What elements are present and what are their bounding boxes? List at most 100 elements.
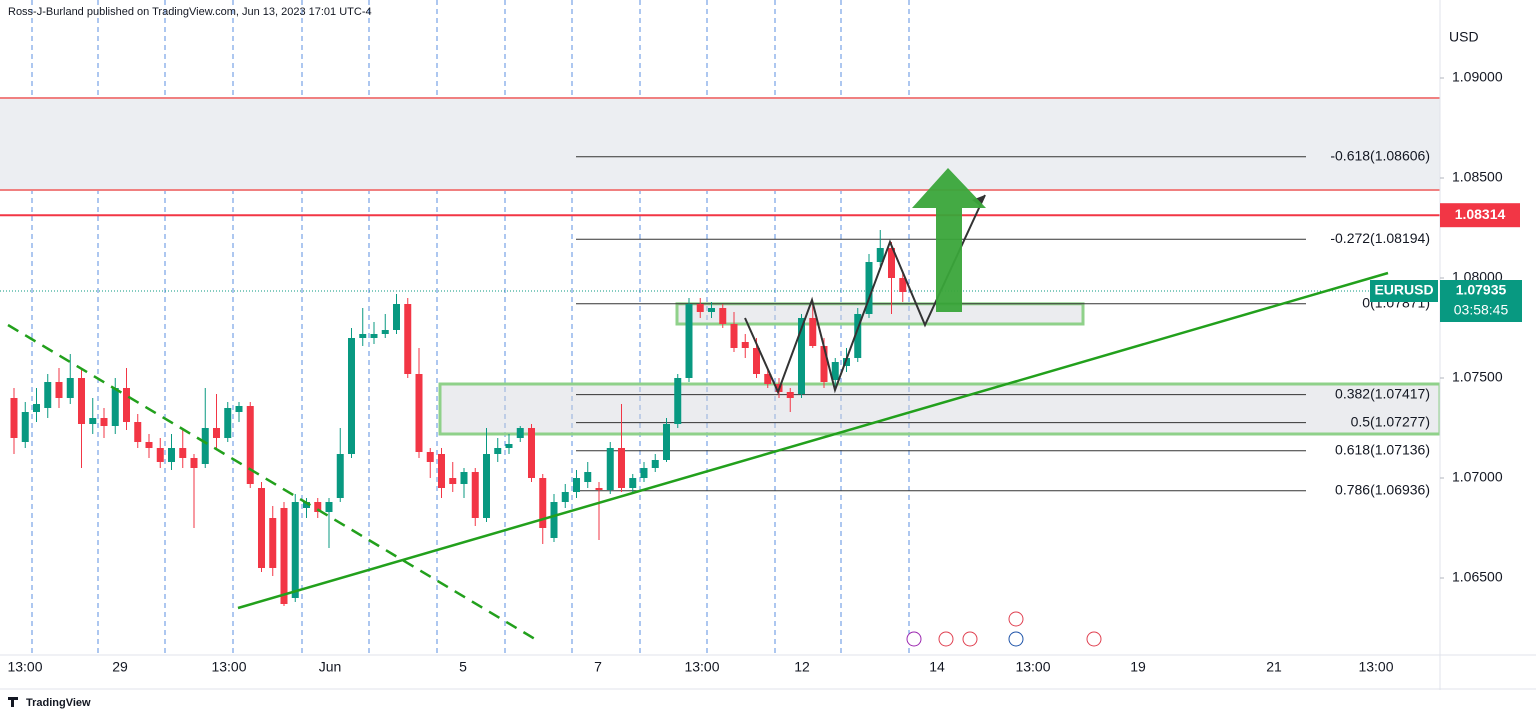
candle-body (190, 458, 198, 468)
event-icons (906, 611, 1102, 647)
fib-label: 0.786(1.06936) (1335, 482, 1430, 498)
candle-body (348, 338, 355, 454)
candle-body (123, 388, 130, 422)
candle-body (156, 448, 164, 462)
candle-body (528, 428, 535, 478)
fib-label: 0.618(1.07136) (1335, 442, 1430, 458)
candle-body (303, 502, 310, 508)
candle-body (629, 478, 637, 488)
candle-body (741, 342, 749, 348)
attribution: Ross-J-Burland published on TradingView.… (8, 6, 372, 18)
price-axis-bg (1440, 0, 1536, 690)
candle-body (44, 382, 52, 408)
candle-body (899, 278, 907, 292)
candle-body (640, 468, 648, 478)
candle-body (550, 502, 558, 538)
labels: 1.065001.070001.075001.080001.085001.090… (7, 69, 1522, 675)
candle-body (494, 448, 502, 454)
candle-body (66, 378, 74, 398)
countdown-label: 03:58:45 (1454, 302, 1509, 318)
x-tick-label: 14 (929, 659, 945, 675)
candle-body (865, 262, 873, 314)
fib-label: 0.5(1.07277) (1351, 413, 1430, 429)
candle-body (168, 448, 175, 462)
candle-body (876, 248, 884, 262)
candle-body (449, 478, 457, 484)
x-tick-label: 13:00 (7, 659, 42, 675)
resistance-tag (1440, 203, 1520, 228)
candle-body (33, 404, 40, 412)
candle-body (314, 502, 322, 512)
candle-body (888, 248, 895, 278)
fib-label: 0.382(1.07417) (1335, 385, 1430, 401)
candle-body (201, 428, 209, 464)
resistance-zone (0, 98, 1440, 190)
candle-body (415, 374, 423, 452)
candle-body (100, 418, 108, 426)
footer-brand: TradingView (26, 697, 91, 709)
y-tick-label: 1.07000 (1452, 469, 1503, 485)
candle-body (809, 318, 817, 346)
candle-body (798, 318, 805, 394)
zones: -0.618(1.08606)-0.272(1.08194)0(1.07871)… (0, 97, 1442, 498)
candle-body (606, 448, 614, 490)
x-tick-label: 19 (1130, 659, 1146, 675)
candle-body (370, 334, 378, 338)
x-tick-label: 13:00 (684, 659, 719, 675)
x-tick-label: 13:00 (1015, 659, 1050, 675)
support-box (675, 302, 1085, 326)
candle-body (685, 304, 693, 378)
candle-body (224, 408, 232, 438)
candle-body (854, 314, 862, 358)
candle-body (246, 406, 254, 484)
resistance-tag-label: 1.08314 (1455, 206, 1506, 222)
support-box (438, 382, 1442, 436)
x-tick-label: 29 (112, 659, 128, 675)
candle-body (359, 334, 367, 338)
candle-body (618, 448, 625, 488)
candle-body (89, 418, 97, 424)
zigzag-projection (744, 194, 986, 395)
currency: USD (1449, 29, 1479, 45)
candle-body (325, 502, 333, 512)
x-tick-label: Jun (319, 659, 342, 675)
y-tick-label: 1.09000 (1452, 69, 1503, 85)
candle-body (708, 308, 715, 312)
x-tick-label: 13:00 (211, 659, 246, 675)
last-price-tag (1440, 280, 1522, 322)
x-tick-label: 12 (794, 659, 810, 675)
candle-body (280, 508, 288, 604)
candle-body (505, 444, 513, 448)
symbol-tag (1370, 280, 1438, 302)
candle-body (753, 348, 760, 374)
drawings (7, 168, 1389, 647)
candle-body (483, 454, 490, 518)
x-tick-label: 21 (1266, 659, 1282, 675)
candle-body (404, 304, 412, 374)
candle-body (145, 442, 153, 448)
candle-body (134, 422, 142, 442)
symbol-tag-label: EURUSD (1374, 282, 1433, 298)
candle-body (663, 424, 670, 460)
candle-body (786, 392, 794, 398)
candle-body (820, 346, 828, 382)
candle-body (235, 406, 243, 412)
candle-body (258, 488, 265, 568)
candle-body (730, 324, 738, 348)
candle-body (291, 502, 299, 598)
candle-body (55, 382, 63, 398)
candle-body (471, 472, 479, 518)
candle-body (539, 478, 547, 528)
candle-body (10, 398, 18, 438)
y-tick-label: 1.08500 (1452, 169, 1503, 185)
candle-body (674, 378, 682, 424)
candle-body (21, 412, 29, 442)
candle-body (573, 478, 580, 492)
y-tick-label: 1.07500 (1452, 369, 1503, 385)
candle-body (595, 488, 603, 490)
downtrend-line (7, 323, 541, 644)
candle-body (460, 472, 468, 484)
footer-logo (8, 697, 18, 707)
candle-body (78, 378, 85, 424)
candle-body (438, 454, 445, 488)
